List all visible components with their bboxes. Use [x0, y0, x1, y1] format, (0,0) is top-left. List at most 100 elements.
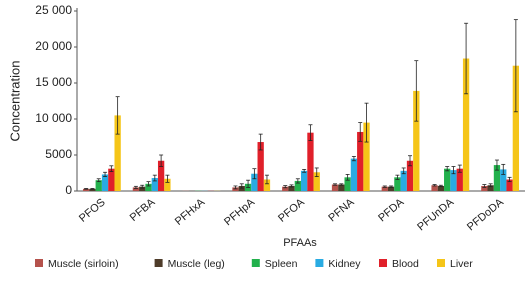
error-bar — [507, 176, 512, 183]
bar — [95, 180, 102, 191]
bar — [338, 184, 345, 191]
error-bar — [302, 168, 307, 173]
error-bar — [308, 124, 313, 142]
error-bar — [414, 60, 419, 122]
bar — [82, 188, 90, 191]
y-tick-label: 5000 — [45, 147, 72, 161]
error-bar — [494, 159, 499, 171]
error-bar — [258, 133, 263, 151]
error-bar — [165, 174, 170, 183]
error-bar — [358, 122, 363, 142]
bar — [145, 183, 152, 191]
error-bar — [133, 185, 138, 189]
bar — [431, 185, 438, 191]
bar — [357, 131, 364, 191]
error-bar — [96, 178, 101, 183]
error-bar — [482, 184, 487, 188]
bar — [263, 179, 271, 191]
bar — [331, 184, 339, 191]
bar — [164, 178, 171, 191]
bar — [444, 168, 451, 191]
error-bar — [159, 154, 164, 167]
bar — [456, 168, 463, 191]
error-bar — [289, 184, 294, 188]
error-bar — [513, 19, 518, 113]
x-tick-label: PFNA — [326, 196, 357, 224]
bar — [450, 170, 457, 191]
bar — [89, 188, 96, 191]
error-bar — [451, 166, 456, 175]
legend-label: Muscle (sirloin) — [48, 258, 119, 270]
error-bar — [146, 181, 151, 187]
error-bar — [401, 167, 406, 175]
bar — [487, 185, 494, 191]
x-tick-label: PFHpA — [222, 196, 257, 228]
y-tick-label: 15 000 — [35, 75, 72, 89]
error-bar — [364, 102, 369, 143]
x-tick-label: PFOS — [77, 196, 108, 224]
error-bar — [395, 174, 400, 180]
x-tick-label: PFDoDA — [465, 196, 506, 234]
bar — [114, 115, 121, 191]
bar — [151, 178, 158, 191]
y-tick-label: 20 000 — [35, 39, 72, 53]
error-bar — [438, 184, 443, 188]
bar — [512, 65, 520, 191]
bar — [108, 168, 115, 191]
legend-label: Liver — [450, 258, 473, 270]
y-axis-title: Concentration — [7, 61, 22, 142]
bar — [381, 186, 388, 191]
bar — [132, 187, 140, 191]
error-bar — [115, 96, 120, 135]
bar — [307, 132, 314, 191]
error-bar — [252, 168, 257, 180]
error-bar — [339, 183, 344, 186]
bar — [387, 186, 395, 191]
bar — [350, 158, 358, 191]
error-bar — [314, 167, 319, 178]
error-bar — [103, 171, 108, 178]
error-bar — [501, 163, 506, 175]
x-tick-label: PFDA — [376, 196, 407, 224]
error-bar — [408, 155, 413, 167]
y-tick-label: 25 000 — [35, 3, 72, 17]
bar — [301, 170, 308, 191]
bar — [344, 177, 351, 191]
error-bar — [90, 188, 95, 190]
error-bar — [152, 174, 157, 182]
bar — [363, 122, 370, 191]
legend-label: Blood — [392, 258, 419, 270]
error-bar — [457, 164, 462, 173]
x-tick-label: PFBA — [128, 196, 158, 224]
bar — [139, 186, 146, 191]
error-bar — [84, 188, 89, 190]
bar — [500, 169, 507, 191]
bar — [462, 58, 470, 191]
error-bar — [333, 183, 338, 186]
x-tick-label: PFUnDA — [415, 196, 456, 234]
error-bar — [283, 185, 288, 189]
legend-swatch — [315, 259, 324, 267]
legend-swatch — [251, 259, 260, 267]
bar — [481, 185, 488, 191]
legend-swatch — [437, 259, 445, 267]
error-bar — [345, 174, 350, 181]
legend-label: Muscle (leg) — [168, 258, 225, 270]
bar — [251, 173, 258, 191]
bar — [406, 160, 414, 191]
y-tick-label: 10 000 — [35, 111, 72, 125]
legend-label: Spleen — [265, 258, 298, 270]
error-bar — [109, 165, 114, 172]
bar — [157, 160, 165, 191]
error-bar — [233, 185, 238, 190]
error-bar — [389, 185, 394, 188]
x-tick-label: PFHxA — [173, 196, 208, 228]
x-tick-label: PFOA — [276, 196, 307, 225]
error-bar — [264, 174, 269, 185]
x-axis-title: PFAAs — [283, 237, 317, 249]
error-bar — [246, 179, 251, 188]
bar — [101, 174, 109, 191]
bar — [288, 185, 295, 191]
error-bar — [488, 183, 493, 188]
